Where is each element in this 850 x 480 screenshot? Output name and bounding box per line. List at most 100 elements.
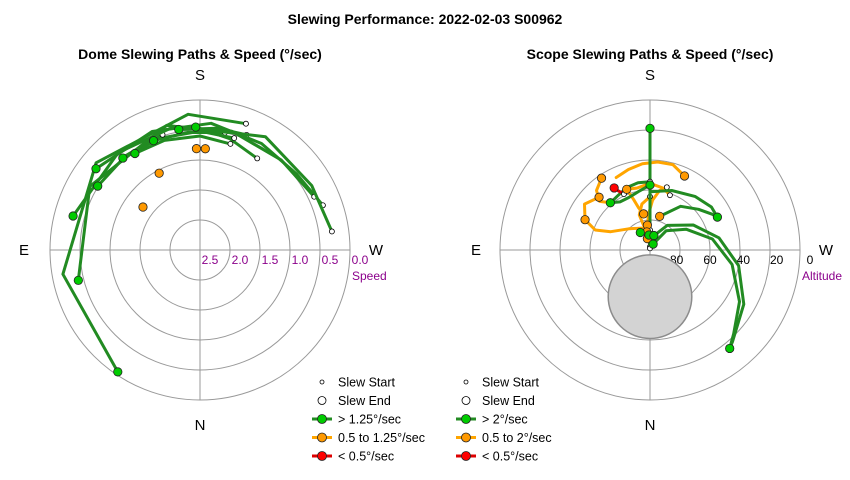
slew-point-fast: [174, 124, 184, 135]
dome-cardinal-right: W: [369, 242, 384, 259]
slew-point-fast: [725, 343, 735, 354]
slew-point-medium: [639, 209, 649, 219]
slew-point-fast: [113, 367, 123, 377]
legend-label: Slew End: [482, 394, 535, 408]
scope-title: Scope Slewing Paths & Speed (°/sec): [527, 46, 774, 62]
dome-cardinal-bottom: N: [195, 417, 206, 434]
slew-point-medium: [200, 144, 210, 154]
scope-legend: Slew Start Slew End > 2°/sec 0.5 to 2°/sec <…: [456, 376, 552, 464]
dome-radial-ticks: 2.5 2.0 1.5 1.0 0.5 0.0: [202, 253, 369, 267]
slew-point-fast: [130, 148, 140, 159]
dome-grid: [49, 99, 351, 401]
slew-path-fast: [658, 204, 719, 219]
dome-paths: [61, 112, 335, 374]
legend-label: < 0.5°/sec: [338, 450, 394, 464]
legend-marker-slow: [317, 451, 327, 461]
slew-path-fast: [121, 129, 236, 160]
figure-title: Slewing Performance: 2022-02-03 S00962: [288, 11, 563, 27]
legend-label: 0.5 to 2°/sec: [482, 431, 552, 445]
slew-end-marker: [254, 155, 261, 162]
legend-marker-fast: [461, 414, 471, 424]
scope-cardinal-top: S: [645, 67, 655, 84]
slew-path-fast: [608, 183, 652, 205]
scope-radial-tick: 20: [770, 253, 784, 267]
slew-point-fast: [645, 123, 655, 133]
scope-moon-layer: [607, 254, 693, 340]
dome-radial-tick: 2.5: [202, 253, 219, 267]
slew-end-marker: [663, 184, 670, 191]
slew-path-fast: [61, 112, 248, 374]
scope-cardinal-right: W: [819, 242, 834, 259]
slew-path-fast: [651, 227, 741, 350]
legend-marker-fast: [317, 414, 327, 424]
dome-cardinal-top: S: [195, 67, 205, 84]
slew-point-fast: [118, 153, 128, 163]
slew-point-fast: [93, 181, 103, 191]
scope-radial-label: Altitude: [802, 269, 842, 283]
slew-point-fast: [73, 275, 83, 285]
slew-point-fast: [191, 122, 201, 132]
legend-label: > 2°/sec: [482, 413, 528, 427]
legend-label: Slew Start: [482, 376, 539, 390]
slew-path-fast: [650, 223, 746, 350]
dome-radial-label: Speed: [352, 269, 387, 283]
slew-end-marker: [667, 192, 673, 199]
slew-point-fast: [91, 164, 101, 174]
slew-point-medium: [191, 144, 202, 154]
moon-disc: [607, 254, 693, 340]
slew-end-marker: [329, 228, 335, 235]
dome-radial-tick: 1.0: [292, 253, 309, 267]
legend-marker-slow: [461, 451, 471, 461]
scope-radial-tick: 60: [703, 253, 717, 267]
scope-radial-ticks: 80 60 40 20 0: [670, 253, 814, 267]
legend-marker-end: [461, 396, 471, 405]
dome-radial-tick: 0.0: [352, 253, 369, 267]
slew-point-medium: [594, 192, 604, 202]
scope-cardinal-bottom: N: [645, 417, 656, 434]
slew-point-fast: [68, 211, 78, 221]
legend-label: Slew End: [338, 394, 391, 408]
slew-path-medium: [645, 185, 669, 227]
slew-point-fast: [648, 239, 658, 249]
dome-radial-tick: 1.5: [262, 253, 279, 267]
scope-radial-tick: 0: [807, 253, 814, 267]
slew-point-fast: [635, 227, 645, 238]
slew-path-fast: [76, 123, 334, 282]
legend-marker-medium: [317, 432, 327, 443]
slew-point-fast: [649, 230, 659, 241]
legend-marker-medium: [461, 432, 471, 443]
slew-point-medium: [679, 171, 690, 181]
scope-panel: Scope Slewing Paths & Speed (°/sec) S N …: [456, 46, 842, 464]
dome-radial-tick: 2.0: [232, 253, 249, 267]
slew-point-fast: [712, 212, 723, 222]
slew-path-fast: [648, 189, 719, 219]
dome-cardinal-left: E: [19, 242, 29, 259]
slew-point-medium: [655, 211, 665, 221]
legend-marker-end: [317, 396, 327, 405]
legend-label: > 1.25°/sec: [338, 413, 401, 427]
slew-point-medium: [138, 202, 148, 212]
legend-label: 0.5 to 1.25°/sec: [338, 431, 425, 445]
slew-path-fast: [133, 134, 232, 155]
legend-label: Slew Start: [338, 376, 395, 390]
slew-point-fast: [645, 180, 655, 190]
dome-panel: Dome Slewing Paths & Speed (°/sec) S N E…: [19, 46, 425, 464]
slew-end-marker: [243, 120, 249, 127]
dome-title: Dome Slewing Paths & Speed (°/sec): [78, 46, 322, 62]
dome-points: [68, 122, 210, 377]
slew-point-medium: [622, 184, 632, 194]
slew-point-medium: [580, 215, 590, 225]
dome-radial-tick: 0.5: [322, 253, 339, 267]
scope-cardinal-left: E: [471, 242, 481, 259]
slew-point-slow: [609, 183, 619, 193]
legend-marker-start: [319, 379, 325, 385]
slew-point-medium: [596, 173, 607, 183]
slew-point-fast: [148, 136, 159, 146]
slew-point-medium: [154, 168, 164, 178]
slew-point-fast: [605, 198, 615, 208]
dome-legend: Slew Start Slew End > 1.25°/sec 0.5 to 1.25…: [312, 376, 425, 464]
legend-marker-start: [463, 379, 469, 385]
slew-end-marker: [227, 140, 234, 147]
scope-points: [580, 123, 735, 354]
